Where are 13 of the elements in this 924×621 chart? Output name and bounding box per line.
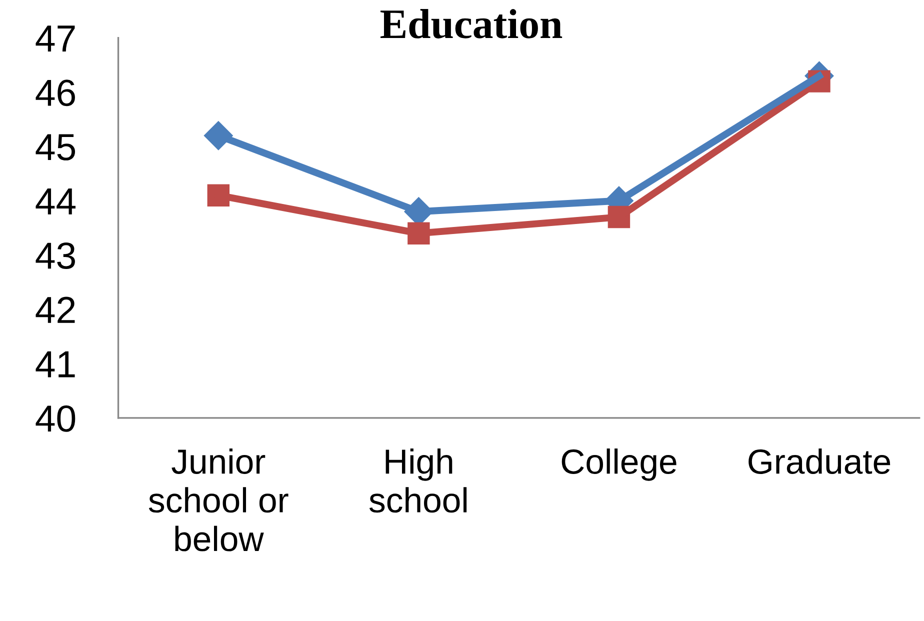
x-tick-label: Graduate — [748, 448, 890, 474]
x-tick-label: College — [562, 448, 676, 481]
x-tick-label: High school — [369, 448, 467, 513]
y-tick-label: 47 — [36, 26, 75, 52]
x-tick-label: Junior school or below — [148, 448, 288, 552]
y-tick-label: 44 — [36, 188, 76, 214]
y-tick-label: 40 — [36, 405, 76, 432]
y-tick-label: 41 — [36, 351, 75, 378]
y-tick-label: 43 — [36, 242, 75, 270]
y-tick-label: 46 — [36, 80, 75, 106]
chart-title: Education — [380, 9, 562, 38]
y-tick-label: 42 — [36, 296, 75, 323]
y-tick-label: 45 — [36, 134, 76, 160]
